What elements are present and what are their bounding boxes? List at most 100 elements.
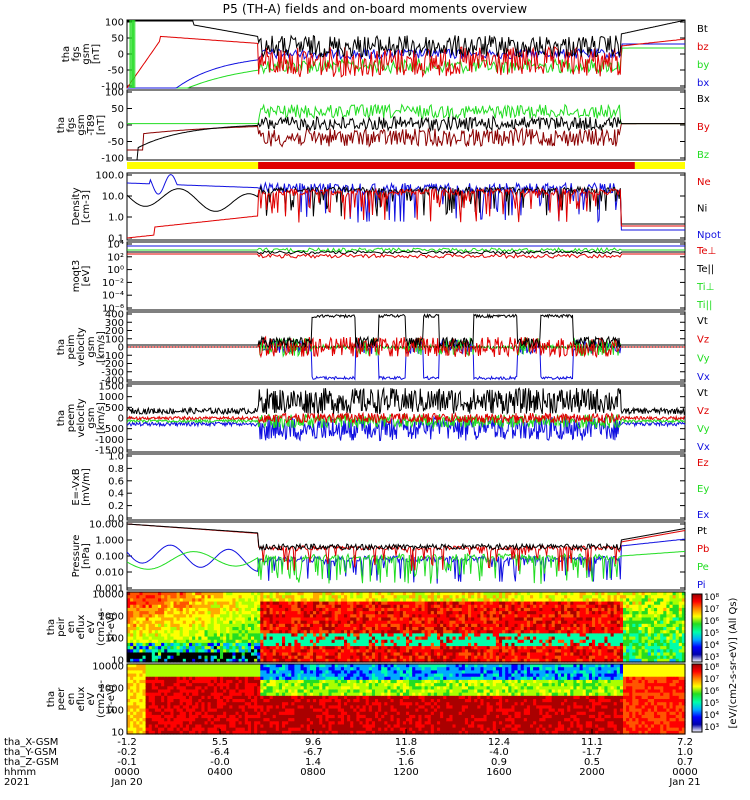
heatmap-cell bbox=[582, 607, 587, 612]
heatmap-cell bbox=[257, 604, 261, 609]
heatmap-cell bbox=[508, 630, 512, 634]
heatmap-cell bbox=[285, 636, 289, 641]
heatmap-cell bbox=[247, 607, 252, 612]
heatmap-cell bbox=[158, 676, 162, 681]
heatmap-cell bbox=[390, 646, 395, 650]
heatmap-cell bbox=[356, 658, 361, 663]
heatmap-cell bbox=[127, 652, 131, 657]
heatmap-cell bbox=[495, 642, 500, 647]
heatmap-cell bbox=[204, 714, 209, 719]
heatmap-cell bbox=[297, 655, 302, 660]
heatmap-cell bbox=[291, 633, 295, 638]
heatmap-cell bbox=[130, 667, 134, 671]
heatmap-cell bbox=[443, 636, 447, 641]
heatmap-cell bbox=[309, 601, 314, 606]
heatmap-cell bbox=[678, 611, 683, 615]
heatmap-cell bbox=[340, 636, 345, 641]
heatmap-cell bbox=[592, 658, 596, 663]
heatmap-cell bbox=[220, 655, 224, 660]
heatmap-cell bbox=[167, 655, 171, 660]
heatmap-cell bbox=[415, 611, 419, 615]
heatmap-cell bbox=[164, 620, 168, 625]
heatmap-cell bbox=[375, 652, 379, 657]
heatmap-cell bbox=[437, 595, 441, 599]
heatmap-cell bbox=[195, 633, 199, 638]
heatmap-cell bbox=[158, 601, 162, 606]
heatmap-cell bbox=[263, 639, 268, 644]
heatmap-cell bbox=[474, 620, 478, 625]
heatmap-cell bbox=[458, 598, 463, 603]
heatmap-cell bbox=[533, 595, 537, 599]
heatmap-cell bbox=[173, 730, 178, 735]
heatmap-cell bbox=[334, 604, 339, 609]
heatmap-cell bbox=[542, 642, 547, 647]
heatmap-cell bbox=[151, 636, 156, 641]
heatmap-cell bbox=[604, 633, 609, 638]
heatmap-cell bbox=[616, 611, 621, 615]
heatmap-cell bbox=[650, 652, 655, 657]
heatmap-cell bbox=[526, 658, 531, 663]
heatmap-cell bbox=[340, 620, 345, 625]
heatmap-cell bbox=[579, 646, 584, 650]
heatmap-cell bbox=[247, 630, 252, 634]
heatmap-cell bbox=[210, 655, 215, 660]
heatmap-cell bbox=[347, 649, 351, 654]
heatmap-cell bbox=[337, 649, 342, 654]
heatmap-cell bbox=[148, 652, 153, 657]
heatmap-cell bbox=[468, 620, 472, 625]
heatmap-cell bbox=[359, 642, 364, 647]
panel-efield bbox=[126, 453, 686, 521]
heatmap-cell bbox=[371, 607, 376, 612]
heatmap-cell bbox=[297, 652, 302, 657]
heatmap-cell bbox=[319, 655, 323, 660]
heatmap-cell bbox=[554, 633, 559, 638]
heatmap-cell bbox=[164, 724, 168, 729]
heatmap-cell bbox=[427, 655, 432, 660]
heatmap-cell bbox=[663, 592, 667, 596]
heatmap-cell bbox=[672, 614, 677, 619]
heatmap-cell bbox=[483, 649, 488, 654]
heatmap-cell bbox=[477, 639, 481, 644]
heatmap-cell bbox=[210, 683, 215, 687]
heatmap-cell bbox=[216, 630, 221, 634]
heatmap-cell bbox=[421, 598, 426, 603]
heatmap-cell bbox=[517, 598, 522, 603]
heatmap-cell bbox=[275, 623, 280, 628]
heatmap-cell bbox=[390, 611, 395, 615]
heatmap-cell bbox=[306, 646, 311, 650]
heatmap-cell bbox=[557, 649, 562, 654]
heatmap-cell bbox=[148, 620, 153, 625]
heatmap-cell bbox=[650, 611, 655, 615]
heatmap-cell bbox=[127, 724, 131, 729]
heatmap-cell bbox=[464, 592, 469, 596]
heatmap-cell bbox=[437, 636, 441, 641]
heatmap-cell bbox=[151, 699, 156, 703]
heatmap-cell bbox=[182, 686, 187, 691]
heatmap-cell bbox=[526, 652, 531, 657]
heatmap-cell bbox=[272, 633, 277, 638]
heatmap-cell bbox=[530, 601, 534, 606]
heatmap-cell bbox=[337, 642, 342, 647]
heatmap-cell bbox=[440, 639, 444, 644]
heatmap-cell bbox=[201, 592, 206, 596]
heatmap-cell bbox=[340, 592, 345, 596]
heatmap-cell bbox=[145, 727, 150, 732]
heatmap-cell bbox=[189, 617, 193, 622]
heatmap-cell bbox=[309, 598, 314, 603]
heatmap-cell bbox=[539, 658, 543, 663]
heatmap-cell bbox=[337, 658, 342, 663]
heatmap-cell bbox=[387, 627, 392, 631]
heatmap-cell bbox=[384, 646, 388, 650]
heatmap-cell bbox=[260, 630, 264, 634]
heatmap-cell bbox=[309, 607, 314, 612]
heatmap-cell bbox=[158, 636, 162, 641]
panel-frame bbox=[126, 453, 686, 521]
heatmap-cell bbox=[495, 652, 500, 657]
heatmap-cell bbox=[189, 702, 193, 706]
heatmap-cell bbox=[396, 642, 401, 647]
heatmap-cell bbox=[192, 630, 196, 634]
heatmap-cell bbox=[331, 658, 336, 663]
heatmap-cell bbox=[508, 614, 512, 619]
heatmap-cell bbox=[182, 617, 187, 622]
heatmap-cell bbox=[669, 646, 674, 650]
